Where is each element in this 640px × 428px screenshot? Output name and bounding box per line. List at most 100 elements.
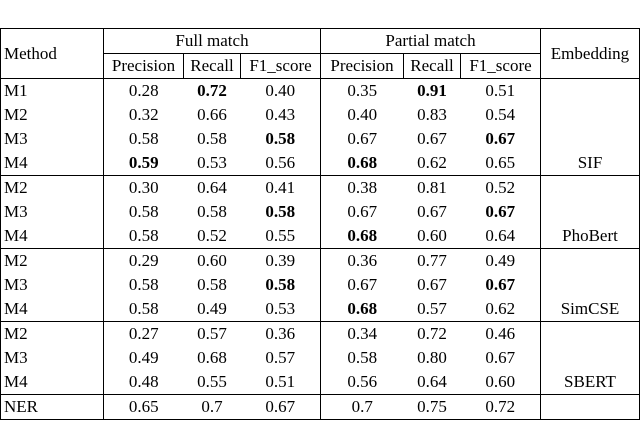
table-cell: 0.75	[403, 394, 461, 420]
table-cell: 0.57	[183, 321, 241, 346]
embedding-cell: SIF	[540, 78, 640, 176]
header-cell: Full match	[103, 28, 321, 54]
table-cell: 0.91	[403, 78, 461, 103]
table-cell: 0.64	[485, 226, 516, 245]
table-cell: 0.32	[128, 105, 159, 124]
table-cell: 0.7	[183, 394, 241, 420]
table-row: M2 0.30 0.64 0.41 0.38 0.81 0.52 PhoBert	[0, 175, 640, 249]
table-cell: 0.77	[403, 248, 461, 273]
table-cell: 0.58	[197, 202, 227, 221]
table-cell: 0.39	[240, 248, 321, 273]
table-cell: 0.59	[128, 153, 159, 172]
table-cell: 0.65	[103, 394, 184, 420]
table-cell: 0.29	[103, 248, 184, 273]
table-cell: 0.57	[240, 346, 321, 370]
table-cell: 0.67	[347, 275, 378, 294]
table-cell: 0.49	[197, 299, 227, 318]
table-cell: M2	[0, 321, 104, 346]
header-cell: Precision	[103, 53, 184, 79]
table-cell: M4	[0, 370, 104, 395]
table-body: Method Full match Partial match Embeddin…	[0, 28, 640, 420]
table-cell: 0.67	[240, 394, 321, 420]
table-cell: 0.62	[485, 299, 516, 318]
table-cell: 0.46	[460, 321, 541, 346]
table-cell: 0.49	[128, 348, 159, 367]
table-cell: 0.67	[417, 202, 447, 221]
table-cell: 0.30	[103, 175, 184, 200]
table-cell: 0.80	[417, 348, 447, 367]
table-cell: 0.65	[485, 153, 516, 172]
table-row: M4 0.59 0.53 0.56 0.68 0.62 0.65	[0, 151, 640, 176]
header-cell: Method	[0, 28, 104, 79]
table-cell: 0.60	[417, 226, 447, 245]
table-cell: M1	[0, 78, 104, 103]
table-cell: 0.58	[240, 127, 321, 151]
table-cell: 0.51	[460, 78, 541, 103]
table-cell: 0.27	[103, 321, 184, 346]
header-row: Method Full match Partial match Embeddin…	[0, 28, 640, 79]
header-cell: F1_score	[240, 53, 321, 79]
table-cell: 0.58	[240, 273, 321, 297]
table-cell: 0.58	[128, 129, 159, 148]
header-cell: Embedding	[540, 28, 640, 79]
table-cell: M3	[0, 273, 104, 297]
table-cell: M3	[0, 127, 104, 151]
table-cell: 0.53	[240, 297, 321, 322]
table-cell: M4	[0, 297, 104, 322]
table-cell: 0.67	[347, 202, 378, 221]
table-cell: M2	[0, 248, 104, 273]
embedding-cell: SimCSE	[540, 248, 640, 322]
table-cell: 0.67	[485, 202, 516, 221]
table-cell: 0.58	[197, 275, 227, 294]
table-row: M3 0.58 0.58 0.58 0.67 0.67 0.67	[0, 200, 640, 224]
table-cell: 0.67	[485, 129, 516, 148]
header-cell: F1_score	[460, 53, 541, 79]
table-cell: 0.43	[240, 103, 321, 127]
table-cell: 0.68	[347, 299, 378, 318]
table-cell: 0.66	[197, 105, 227, 124]
header-cell: Recall	[403, 53, 461, 79]
table-cell: 0.58	[128, 275, 159, 294]
table-cell: 0.7	[320, 394, 404, 420]
table-cell: 0.58	[128, 226, 159, 245]
table-cell: 0.67	[417, 275, 447, 294]
table-row: M3 0.58 0.58 0.58 0.67 0.67 0.67	[0, 127, 640, 151]
table-cell: 0.67	[347, 129, 378, 148]
table-cell: 0.56	[240, 151, 321, 176]
table-cell: 0.67	[485, 275, 516, 294]
table-cell: 0.40	[240, 78, 321, 103]
table-row: M4 0.58 0.52 0.55 0.68 0.60 0.64	[0, 224, 640, 249]
table-cell: 0.41	[240, 175, 321, 200]
table-cell: 0.55	[240, 224, 321, 249]
table-cell: 0.83	[417, 105, 447, 124]
table-cell: M3	[0, 200, 104, 224]
table-cell: 0.28	[103, 78, 184, 103]
table-cell: 0.62	[417, 153, 447, 172]
table-cell: 0.81	[403, 175, 461, 200]
table-cell: 0.38	[320, 175, 404, 200]
table-row: M1 0.28 0.72 0.40 0.35 0.91 0.51 SIF	[0, 78, 640, 176]
table-cell: 0.67	[417, 129, 447, 148]
table-cell: 0.55	[197, 372, 227, 391]
embedding-cell: SBERT	[540, 321, 640, 395]
table-cell: 0.53	[197, 153, 227, 172]
table-cell: NER	[0, 394, 104, 420]
table-cell: 0.58	[128, 202, 159, 221]
table-cell: 0.64	[183, 175, 241, 200]
table-cell: 0.58	[197, 129, 227, 148]
table-cell: 0.72	[403, 321, 461, 346]
table-cell: 0.52	[460, 175, 541, 200]
table-cell: 0.56	[347, 372, 378, 391]
table-cell: 0.58	[240, 200, 321, 224]
table-row: M3 0.49 0.68 0.57 0.58 0.80 0.67	[0, 346, 640, 370]
table-row: M4 0.58 0.49 0.53 0.68 0.57 0.62	[0, 297, 640, 322]
table-cell: 0.35	[320, 78, 404, 103]
table-cell: 0.36	[240, 321, 321, 346]
table-cell: 0.67	[485, 348, 516, 367]
table-cell: M4	[0, 151, 104, 176]
table-cell: 0.68	[347, 153, 378, 172]
header-cell: Precision	[320, 53, 404, 79]
embedding-cell: PhoBert	[540, 175, 640, 249]
table-cell: 0.60	[183, 248, 241, 273]
